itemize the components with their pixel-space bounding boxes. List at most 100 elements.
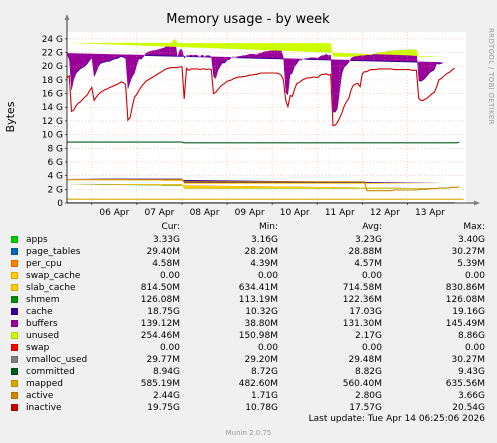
legend-avg: 131.30M bbox=[342, 319, 382, 329]
legend-min: 10.32G bbox=[245, 307, 278, 317]
legend-series-name: swap bbox=[26, 343, 50, 353]
y-tick-label: 14 G bbox=[42, 103, 63, 113]
legend-max: 19.16G bbox=[452, 307, 485, 317]
legend-swatch bbox=[11, 320, 18, 327]
x-tick-label: 09 Apr bbox=[235, 208, 265, 218]
line-committed bbox=[67, 141, 460, 144]
y-tick-label: 2 G bbox=[47, 185, 63, 195]
legend-avg: 122.36M bbox=[342, 295, 382, 305]
legend-avg: 0.00 bbox=[361, 343, 382, 353]
legend-max: 30.27M bbox=[451, 247, 485, 257]
chart-title: Memory usage - by week bbox=[166, 12, 330, 27]
legend-row: apps 3.33G 3.16G 3.23G 3.40G bbox=[0, 234, 497, 246]
legend-swatch bbox=[11, 272, 18, 279]
legend-min: 1.71G bbox=[250, 391, 278, 401]
x-tick-label: 12 Apr bbox=[370, 208, 400, 218]
legend-max: 3.66G bbox=[457, 391, 485, 401]
legend-max: 635.56M bbox=[445, 379, 485, 389]
legend-cur: 2.44G bbox=[152, 391, 180, 401]
area-swap-cache bbox=[67, 184, 446, 189]
legend-series-name: committed bbox=[26, 367, 75, 377]
legend-avg: 29.48M bbox=[348, 355, 382, 365]
x-tick-label: 07 Apr bbox=[144, 208, 174, 218]
legend-cur: 126.08M bbox=[140, 295, 180, 305]
legend-avg: 17.03G bbox=[349, 307, 382, 317]
y-tick-label: 16 G bbox=[42, 90, 63, 100]
legend-max: 126.08M bbox=[445, 295, 485, 305]
legend-max: 145.49M bbox=[445, 319, 485, 329]
y-tick-label: 10 G bbox=[42, 131, 63, 141]
legend-swatch bbox=[11, 296, 18, 303]
legend-min: 3.16G bbox=[250, 235, 278, 245]
legend-column-header: Avg: bbox=[362, 222, 382, 232]
legend-header: Cur: Min: Avg: Max: bbox=[0, 221, 497, 233]
legend-row: vmalloc_used 29.77M 29.20M 29.48M 30.27M bbox=[0, 354, 497, 366]
legend-series-name: apps bbox=[26, 235, 48, 245]
legend-row: shmem 126.08M 113.19M 122.36M 126.08M bbox=[0, 294, 497, 306]
y-tick-label: 8 G bbox=[47, 144, 63, 154]
x-axis-arrow bbox=[474, 200, 480, 206]
memory-chart: Memory usage - by week RRDTOOL / TOBI OET… bbox=[4, 12, 495, 218]
legend-cur: 3.33G bbox=[152, 235, 180, 245]
legend-cur: 18.75G bbox=[147, 307, 180, 317]
legend-max: 8.86G bbox=[457, 331, 485, 341]
legend-swatch bbox=[11, 308, 18, 315]
legend-min: 8.72G bbox=[250, 367, 278, 377]
legend-max: 830.86M bbox=[445, 283, 485, 293]
y-tick-label: 24 G bbox=[42, 35, 63, 45]
legend-max: 30.27M bbox=[451, 355, 485, 365]
x-tick-label: 13 Apr bbox=[415, 208, 445, 218]
legend-avg: 17.57G bbox=[349, 403, 382, 413]
x-tick-label: 11 Apr bbox=[325, 208, 355, 218]
legend-series-name: page_tables bbox=[26, 247, 81, 257]
legend-avg: 714.58M bbox=[342, 283, 382, 293]
legend-series-name: per_cpu bbox=[26, 259, 62, 269]
line-inactive bbox=[66, 66, 455, 127]
legend-min: 10.78G bbox=[245, 403, 278, 413]
y-tick-label: 18 G bbox=[42, 76, 63, 86]
legend-swatch bbox=[11, 284, 18, 291]
y-tick-label: 0 bbox=[57, 199, 63, 209]
legend-cur: 29.77M bbox=[146, 355, 180, 365]
legend-swatch bbox=[11, 392, 18, 399]
legend-row: active 2.44G 1.71G 2.80G 3.66G bbox=[0, 390, 497, 402]
legend-row: slab_cache 814.50M 634.41M 714.58M 830.86M bbox=[0, 282, 497, 294]
legend-swatch bbox=[11, 236, 18, 243]
legend-series-name: swap_cache bbox=[26, 271, 81, 281]
legend-swatch bbox=[11, 332, 18, 339]
legend-row: swap 0.00 0.00 0.00 0.00 bbox=[0, 342, 497, 354]
legend-row: page_tables 29.40M 28.20M 28.88M 30.27M bbox=[0, 246, 497, 258]
legend-row: cache 18.75G 10.32G 17.03G 19.16G bbox=[0, 306, 497, 318]
legend-max: 0.00 bbox=[464, 271, 485, 281]
legend-avg: 2.17G bbox=[354, 331, 382, 341]
area-unused bbox=[67, 39, 446, 57]
legend-avg: 4.57M bbox=[354, 259, 382, 269]
legend-column-header: Max: bbox=[463, 222, 485, 232]
legend-series-name: shmem bbox=[26, 295, 60, 305]
line-active bbox=[67, 179, 460, 192]
legend-row: per_cpu 4.58M 4.39M 4.57M 5.39M bbox=[0, 258, 497, 270]
legend-cur: 8.94G bbox=[152, 367, 180, 377]
legend-cur: 0.00 bbox=[159, 271, 180, 281]
legend-max: 3.40G bbox=[457, 235, 485, 245]
legend-min: 0.00 bbox=[257, 271, 278, 281]
legend-cur: 139.12M bbox=[140, 319, 180, 329]
legend-series-name: vmalloc_used bbox=[26, 355, 88, 365]
legend-min: 113.19M bbox=[238, 295, 278, 305]
legend-swatch bbox=[11, 380, 18, 387]
legend-swatch bbox=[11, 356, 18, 363]
x-tick-label: 08 Apr bbox=[190, 208, 220, 218]
legend-min: 28.20M bbox=[244, 247, 278, 257]
rrdtool-credit: RRDTOOL / TOBI OETIKER bbox=[487, 28, 495, 125]
legend-series-name: cache bbox=[26, 307, 53, 317]
legend-min: 150.98M bbox=[238, 331, 278, 341]
legend-avg: 2.80G bbox=[354, 391, 382, 401]
x-tick-label: 10 Apr bbox=[280, 208, 310, 218]
legend-max: 9.43G bbox=[457, 367, 485, 377]
legend-min: 0.00 bbox=[257, 343, 278, 353]
legend-series-name: unused bbox=[26, 331, 60, 341]
legend-min: 4.39M bbox=[250, 259, 278, 269]
legend-series-name: active bbox=[26, 391, 54, 401]
legend-avg: 560.40M bbox=[342, 379, 382, 389]
legend-row: inactive 19.75G 10.78G 17.57G 20.54G bbox=[0, 402, 497, 414]
